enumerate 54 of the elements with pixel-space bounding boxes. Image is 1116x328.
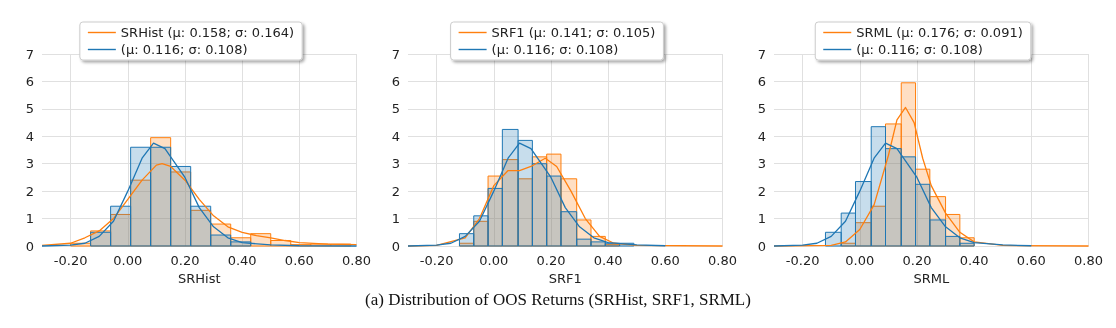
x-tick-label: 0.40 <box>959 253 989 268</box>
y-tick-label: 0 <box>25 238 34 254</box>
x-axis-title: SRML <box>913 270 950 286</box>
legend-label: SRHist (μ: 0.158; σ: 0.164) <box>120 25 295 40</box>
y-tick-label: 1 <box>25 211 34 227</box>
y-tick-label: 4 <box>25 128 34 144</box>
line-series <box>407 142 666 247</box>
x-tick-label: -0.20 <box>785 253 820 268</box>
y-tick-label: 5 <box>25 101 34 117</box>
y-tick-label: 6 <box>25 73 34 89</box>
x-tick-label: 0.00 <box>479 253 509 268</box>
x-tick-label: 0.80 <box>342 253 371 268</box>
y-tick-label: 4 <box>757 128 766 144</box>
y-tick-label: 5 <box>757 101 766 117</box>
text: (a) Distribution of OOS Returns (SRHist, SRF1, SRML) <box>364 290 752 310</box>
y-tick-label: 2 <box>25 183 34 199</box>
line-series <box>773 142 1032 247</box>
y-tick-label: 7 <box>25 46 34 62</box>
legend-label: (μ: 0.116; σ: 0.108) <box>120 42 248 57</box>
y-tick-label: 0 <box>757 238 766 254</box>
y-tick-label: 6 <box>391 73 400 89</box>
x-tick-label: 0.60 <box>1016 253 1046 268</box>
x-tick-label: 0.20 <box>536 253 566 268</box>
x-tick-label: 0.40 <box>593 253 623 268</box>
x-tick-label: 0.60 <box>284 253 314 268</box>
x-tick-label: 0.00 <box>845 253 875 268</box>
y-tick-label: 1 <box>757 211 766 227</box>
legend-label: SRF1 (μ: 0.141; σ: 0.105) <box>491 25 656 40</box>
y-tick-label: 2 <box>391 183 400 199</box>
x-tick-label: 0.60 <box>650 253 680 268</box>
y-tick-label: 7 <box>391 46 400 62</box>
legend-label: (μ: 0.116; σ: 0.108) <box>491 42 619 57</box>
y-tick-label: 3 <box>391 156 400 172</box>
y-tick-label: 6 <box>757 73 766 89</box>
y-tick-label: 5 <box>391 101 400 117</box>
legend-label: SRML (μ: 0.176; σ: 0.091) <box>856 25 1023 40</box>
y-tick-label: 1 <box>391 211 400 227</box>
y-tick-label: 7 <box>757 46 766 62</box>
x-tick-label: -0.20 <box>419 253 454 268</box>
x-tick-label: 0.80 <box>708 253 737 268</box>
y-tick-label: 2 <box>757 183 766 199</box>
x-tick-label: -0.20 <box>53 253 88 268</box>
y-tick-label: 3 <box>25 156 34 172</box>
x-tick-label: 0.20 <box>170 253 200 268</box>
x-tick-label: 0.40 <box>227 253 257 268</box>
y-tick-label: 0 <box>391 238 400 254</box>
y-tick-label: 3 <box>757 156 766 172</box>
x-tick-label: 0.00 <box>113 253 143 268</box>
x-axis-title: SRHist <box>177 270 221 286</box>
x-tick-label: 0.80 <box>1074 253 1103 268</box>
x-tick-label: 0.20 <box>902 253 932 268</box>
x-axis-title: SRF1 <box>548 270 582 286</box>
legend-label: (μ: 0.116; σ: 0.108) <box>856 42 983 57</box>
y-tick-label: 4 <box>391 128 400 144</box>
